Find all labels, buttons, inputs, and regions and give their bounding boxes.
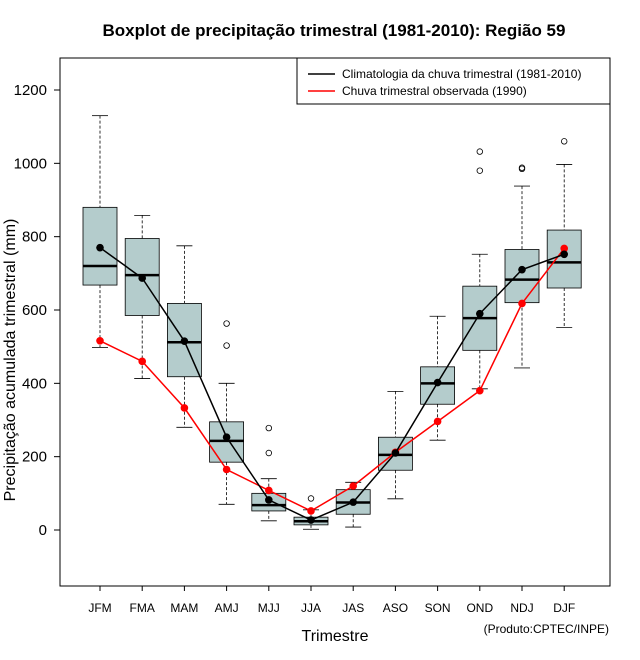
x-tick-label-son: SON <box>425 601 451 615</box>
series-point-climatologia <box>349 498 358 506</box>
box-djf <box>546 138 582 329</box>
box-mjj <box>251 424 287 522</box>
series-point-observada <box>222 465 231 474</box>
outlier-point <box>561 138 568 145</box>
y-tick-label: 1200 <box>14 82 47 99</box>
credit-label: (Produto:CPTEC/INPE) <box>484 622 609 636</box>
x-tick-label-ndj: NDJ <box>510 601 533 615</box>
series-point-climatologia <box>96 243 104 252</box>
series-point-climatologia <box>138 274 146 282</box>
series-point-observada <box>180 404 189 412</box>
y-tick-label: 600 <box>22 302 47 319</box>
series-point-climatologia <box>560 250 568 259</box>
outlier-point <box>518 164 526 171</box>
x-tick-label-aso: ASO <box>383 601 408 615</box>
y-tick-label: 800 <box>22 229 47 246</box>
box-ond <box>462 148 498 390</box>
y-tick-label: 0 <box>39 522 47 539</box>
series-point-climatologia <box>265 496 273 504</box>
series-line-climatologia <box>99 247 565 521</box>
x-tick-label-mam: MAM <box>170 601 198 615</box>
box-jfm <box>82 115 118 348</box>
series-point-climatologia <box>180 337 189 345</box>
y-axis-label: Precipitação acumulada trimestral (mm) <box>2 219 19 502</box>
x-tick-label-ond: OND <box>466 601 493 615</box>
x-tick-label-jas: JAS <box>342 601 364 615</box>
x-tick-label-jja: JJA <box>301 601 321 615</box>
box-iqr <box>504 249 540 304</box>
box-ndj <box>504 164 540 369</box>
outlier-point <box>223 342 230 349</box>
series-point-climatologia <box>391 449 400 457</box>
series-point-observada <box>518 299 526 308</box>
series-point-observada <box>476 386 484 395</box>
x-tick-label-djf: DJF <box>553 601 575 615</box>
series-point-climatologia <box>476 309 484 318</box>
legend-label-climatologia: Climatologia da chuva trimestral (1981-2… <box>342 67 581 81</box>
x-tick-label-mjj: MJJ <box>258 601 280 615</box>
series-point-observada <box>433 417 442 426</box>
series-point-climatologia <box>307 516 315 524</box>
series-point-climatologia <box>518 265 526 274</box>
y-axis: 0 200 400 600 800 1000 1200 <box>14 82 60 539</box>
x-axis: JFM FMA MAM AMJ MJJ JJA JAS ASO SON OND NDJ DJF <box>88 586 575 615</box>
box-aso <box>377 390 413 500</box>
series-point-observada <box>96 337 104 345</box>
y-tick-label: 400 <box>22 375 47 392</box>
outlier-point <box>223 320 230 327</box>
series-point-observada <box>307 507 315 515</box>
x-tick-label-fma: FMA <box>130 601 155 615</box>
outlier-point <box>476 167 483 174</box>
y-tick-label: 1000 <box>14 155 47 172</box>
series-point-observada <box>349 482 358 490</box>
outlier-point <box>476 148 483 155</box>
y-tick-label: 200 <box>22 449 47 466</box>
x-tick-label-jfm: JFM <box>88 601 111 615</box>
chart-title: Boxplot de precipitação trimestral (1981… <box>103 21 566 40</box>
series-point-observada <box>138 357 146 366</box>
series-lines <box>96 243 568 524</box>
series-point-observada <box>560 244 568 253</box>
legend: Climatologia da chuva trimestral (1981-2… <box>296 57 611 105</box>
x-tick-label-amj: AMJ <box>215 601 239 615</box>
legend-box <box>296 57 611 105</box>
x-axis-label: Trimestre <box>302 628 369 645</box>
series-point-climatologia <box>433 378 442 387</box>
outlier-point <box>265 449 272 457</box>
outlier-point <box>307 495 315 502</box>
series-line-observada <box>99 247 565 512</box>
series-point-observada <box>265 486 273 495</box>
legend-label-observada: Chuva trimestral observada (1990) <box>342 84 527 98</box>
outlier-point <box>265 424 272 432</box>
box-mam <box>166 245 202 428</box>
boxes-group <box>82 115 582 530</box>
box-amj <box>209 320 245 505</box>
series-point-climatologia <box>222 433 231 442</box>
